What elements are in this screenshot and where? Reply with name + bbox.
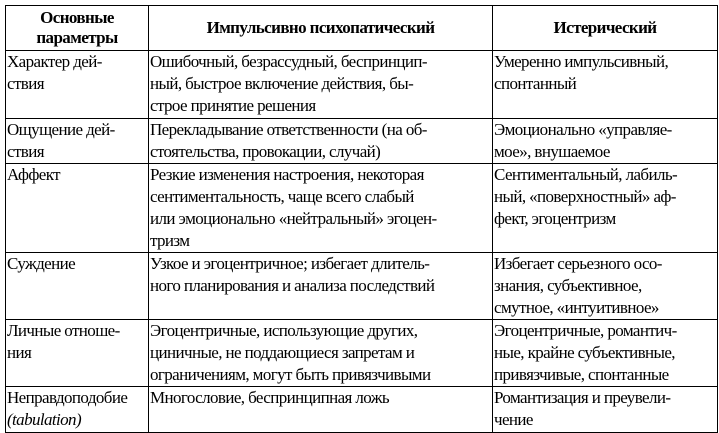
param-cell: Характер дей- ствия bbox=[5, 50, 149, 119]
param-cell: Личные отноше- ния bbox=[5, 319, 149, 387]
table-row: Личные отноше- ния Эгоцентричные, исполь… bbox=[5, 319, 718, 387]
hysterical-cell: Сентиментальный, лабиль- ный, «поверхнос… bbox=[492, 163, 718, 253]
param-note: (tabulation) bbox=[7, 410, 82, 429]
impulsive-cell: Перекладывание ответственности (на об- с… bbox=[148, 118, 493, 164]
param-label: Неправдоподобие bbox=[7, 388, 128, 407]
hysterical-cell: Умеренно импульсивный, спонтанный bbox=[492, 50, 718, 119]
param-cell: Ощущение дей- ствия bbox=[5, 118, 149, 164]
impulsive-cell: Многословие, беспринципная ложь bbox=[148, 386, 493, 433]
table-row: Аффект Резкие изменения настроения, неко… bbox=[5, 163, 718, 253]
param-cell: Аффект bbox=[5, 163, 149, 253]
param-cell: Суждение bbox=[5, 252, 149, 320]
param-cell: Неправдоподобие (tabulation) bbox=[5, 386, 149, 433]
hysterical-cell: Романтизация и преувели- чение bbox=[492, 386, 718, 433]
hysterical-cell: Эмоционально «управляе- мое», внушаемое bbox=[492, 118, 718, 164]
header-row: Основные параметры Импульсивно психопати… bbox=[5, 5, 718, 51]
impulsive-cell: Узкое и эгоцентричное; избегает длитель-… bbox=[148, 252, 493, 320]
table-row: Суждение Узкое и эгоцентричное; избегает… bbox=[5, 252, 718, 320]
hysterical-cell: Избегает серьезного осо- знания, субъект… bbox=[492, 252, 718, 320]
table-row: Неправдоподобие (tabulation) Многословие,… bbox=[5, 386, 718, 433]
comparison-table: Основные параметры Импульсивно психопати… bbox=[5, 5, 718, 433]
header-impulsive: Импульсивно психопатический bbox=[148, 5, 493, 51]
impulsive-cell: Эгоцентричные, использующие других, цини… bbox=[148, 319, 493, 387]
table-row: Ощущение дей- ствия Перекладывание ответ… bbox=[5, 118, 718, 164]
header-hysterical: Истерический bbox=[492, 5, 718, 51]
hysterical-cell: Эгоцентричные, романтич- ные, крайне суб… bbox=[492, 319, 718, 387]
impulsive-cell: Ошибочный, безрассудный, беспринцип- ный… bbox=[148, 50, 493, 119]
table-row: Характер дей- ствия Ошибочный, безрассуд… bbox=[5, 50, 718, 119]
header-parameters: Основные параметры bbox=[5, 5, 149, 51]
impulsive-cell: Резкие изменения настроения, некоторая с… bbox=[148, 163, 493, 253]
